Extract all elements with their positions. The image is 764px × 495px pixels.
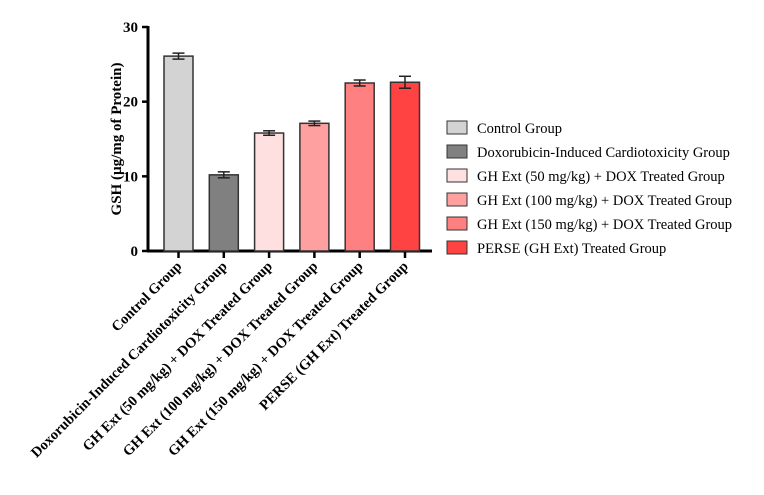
legend-label: Control Group xyxy=(477,121,562,137)
y-tick-label: 20 xyxy=(123,95,138,111)
y-tick-label: 0 xyxy=(131,244,139,260)
bar xyxy=(389,81,421,252)
legend-label: Doxorubicin-Induced Cardiotoxicity Group xyxy=(477,145,730,161)
legend-swatch xyxy=(446,168,468,183)
y-tick-label: 10 xyxy=(123,169,138,185)
bar xyxy=(208,174,240,252)
legend-swatch xyxy=(446,192,468,207)
legend-swatch xyxy=(446,216,468,231)
legend-swatch xyxy=(446,120,468,135)
legend-label: GH Ext (50 mg/kg) + DOX Treated Group xyxy=(477,169,725,185)
y-tick-label: 30 xyxy=(123,20,138,36)
bar xyxy=(253,132,285,252)
bar xyxy=(163,55,194,252)
legend-swatch xyxy=(446,144,468,159)
y-axis-label: GSH (µg/mg of Protein) xyxy=(109,63,125,216)
x-tick-label: GH Ext (50 mg/kg) + DOX Treated Group xyxy=(80,259,276,455)
legend-label: GH Ext (100 mg/kg) + DOX Treated Group xyxy=(477,193,732,209)
bar xyxy=(299,122,330,252)
legend-swatch xyxy=(446,240,468,255)
legend-label: PERSE (GH Ext) Treated Group xyxy=(477,241,666,257)
legend-label: GH Ext (150 mg/kg) + DOX Treated Group xyxy=(477,217,732,233)
bar xyxy=(344,82,375,252)
